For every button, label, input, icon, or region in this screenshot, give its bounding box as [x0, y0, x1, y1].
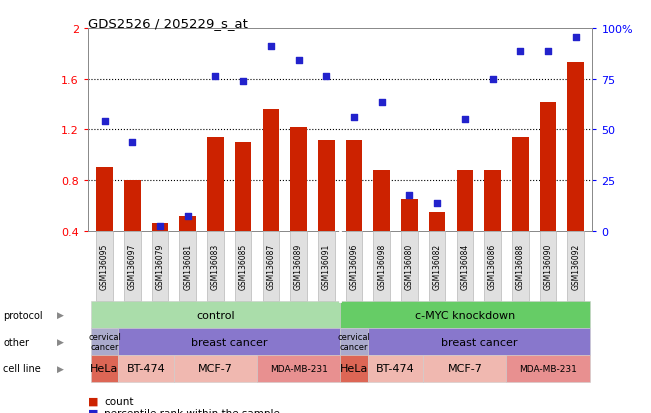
Text: GSM136079: GSM136079 — [156, 243, 165, 290]
Bar — [512, 138, 529, 231]
Point — [460, 116, 470, 123]
Text: cervical
cancer: cervical cancer — [338, 332, 370, 351]
Text: GSM136087: GSM136087 — [266, 243, 275, 290]
Point — [182, 213, 193, 219]
Text: HeLa: HeLa — [90, 363, 118, 374]
Text: cell line: cell line — [3, 363, 41, 374]
Text: GSM136089: GSM136089 — [294, 243, 303, 290]
Text: GSM136097: GSM136097 — [128, 243, 137, 290]
Bar — [207, 138, 224, 231]
Bar — [152, 224, 168, 231]
Text: GSM136091: GSM136091 — [322, 243, 331, 290]
Text: c-MYC knockdown: c-MYC knockdown — [415, 310, 515, 320]
Text: ▶: ▶ — [57, 337, 64, 346]
Text: ▶: ▶ — [57, 364, 64, 373]
Bar — [180, 216, 196, 231]
Point — [294, 57, 304, 64]
Text: cervical
cancer: cervical cancer — [88, 332, 121, 351]
Text: GSM136095: GSM136095 — [100, 243, 109, 290]
Text: GSM136084: GSM136084 — [460, 243, 469, 290]
Bar — [401, 199, 418, 231]
Bar — [429, 212, 445, 231]
Text: protocol: protocol — [3, 310, 43, 320]
Bar — [456, 171, 473, 231]
Point — [321, 74, 331, 80]
Point — [376, 99, 387, 106]
Text: breast cancer: breast cancer — [441, 337, 517, 347]
Bar — [235, 143, 251, 231]
Text: GSM136081: GSM136081 — [183, 243, 192, 290]
Text: GSM136082: GSM136082 — [433, 243, 441, 290]
Text: GSM136083: GSM136083 — [211, 243, 220, 290]
Text: GSM136096: GSM136096 — [350, 243, 359, 290]
Point — [127, 140, 137, 146]
Text: control: control — [196, 310, 235, 320]
Text: GSM136085: GSM136085 — [239, 243, 247, 290]
Text: GSM136092: GSM136092 — [572, 243, 580, 290]
Point — [404, 192, 415, 199]
Text: GSM136098: GSM136098 — [377, 243, 386, 290]
Point — [543, 48, 553, 55]
Point — [432, 200, 443, 207]
Text: breast cancer: breast cancer — [191, 337, 268, 347]
Text: GSM136080: GSM136080 — [405, 243, 414, 290]
Text: ■: ■ — [88, 408, 98, 413]
Bar — [290, 128, 307, 231]
Text: BT-474: BT-474 — [376, 363, 415, 374]
Text: MCF-7: MCF-7 — [447, 363, 482, 374]
Text: GSM136090: GSM136090 — [544, 243, 553, 290]
Text: HeLa: HeLa — [340, 363, 368, 374]
Text: MDA-MB-231: MDA-MB-231 — [519, 364, 577, 373]
Text: GDS2526 / 205229_s_at: GDS2526 / 205229_s_at — [88, 17, 248, 29]
Point — [238, 79, 248, 85]
Bar — [318, 140, 335, 231]
Point — [100, 118, 110, 125]
Text: MDA-MB-231: MDA-MB-231 — [270, 364, 327, 373]
Point — [210, 74, 221, 80]
Text: GSM136086: GSM136086 — [488, 243, 497, 290]
Bar — [124, 181, 141, 231]
Point — [570, 34, 581, 41]
Text: BT-474: BT-474 — [127, 363, 165, 374]
Point — [266, 43, 276, 50]
Bar — [374, 171, 390, 231]
Bar — [346, 140, 363, 231]
Bar — [540, 102, 557, 231]
Bar — [484, 171, 501, 231]
Text: ■: ■ — [88, 396, 98, 406]
Point — [488, 76, 498, 83]
Text: MCF-7: MCF-7 — [198, 363, 233, 374]
Bar — [96, 168, 113, 231]
Point — [515, 48, 525, 55]
Point — [349, 114, 359, 121]
Point — [155, 223, 165, 230]
Text: percentile rank within the sample: percentile rank within the sample — [104, 408, 280, 413]
Bar — [568, 63, 584, 231]
Text: ▶: ▶ — [57, 311, 64, 319]
Bar — [262, 110, 279, 231]
Text: count: count — [104, 396, 133, 406]
Text: other: other — [3, 337, 29, 347]
Text: GSM136088: GSM136088 — [516, 243, 525, 290]
